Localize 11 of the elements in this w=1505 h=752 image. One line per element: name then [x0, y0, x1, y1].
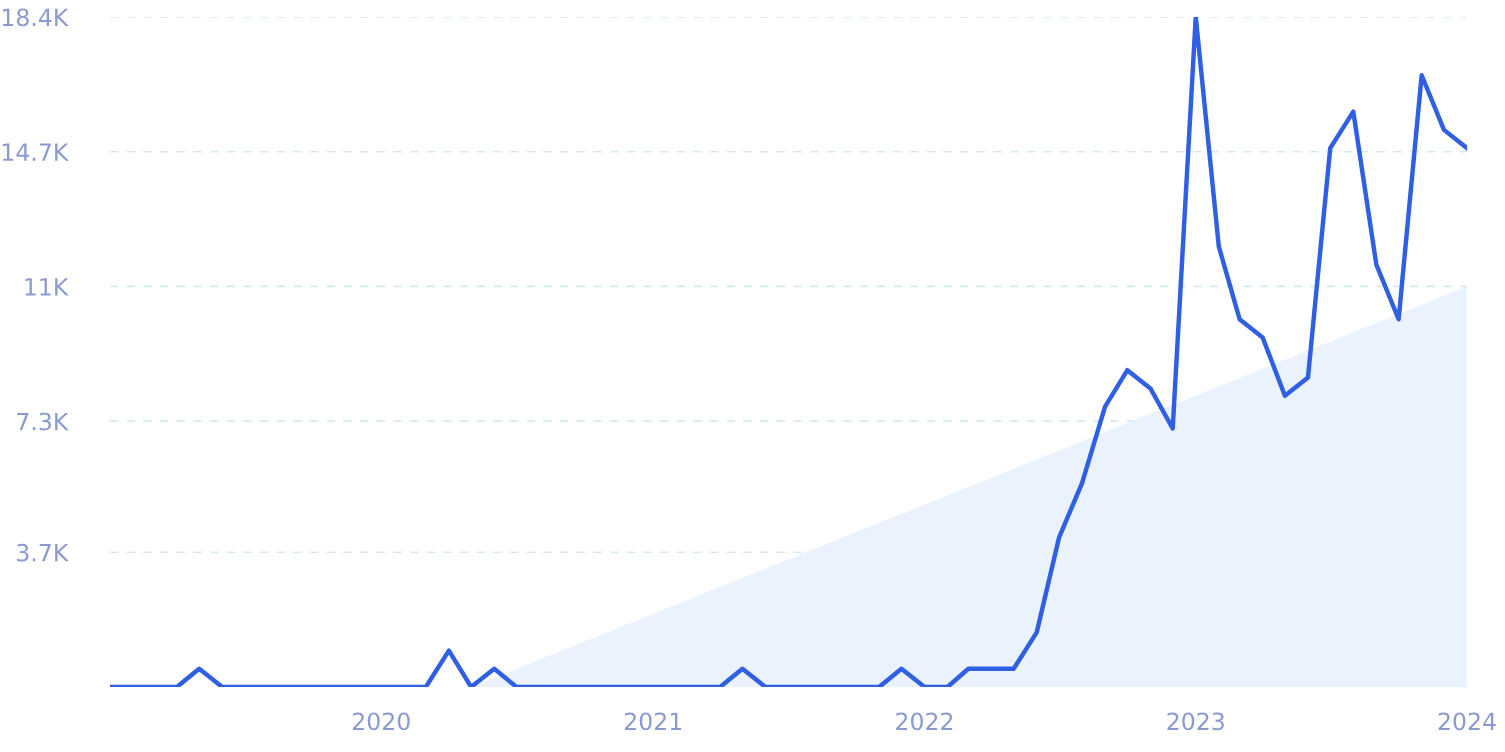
y-tick-label: 14.7K	[2, 143, 69, 161]
x-tick-label: 2020	[352, 712, 410, 731]
y-tick-label: 18.4K	[2, 8, 69, 27]
line-series	[110, 17, 1467, 687]
x-tick-label: 2023	[1167, 712, 1224, 731]
x-tick-label: 2024	[1438, 712, 1496, 731]
x-tick-label: 2021	[624, 712, 682, 731]
y-tick-label: 7.3K	[17, 412, 69, 431]
x-tick-label: 2022	[896, 712, 953, 731]
y-tick-label: 11K	[25, 278, 69, 296]
y-tick-label: 3.7K	[17, 543, 69, 562]
